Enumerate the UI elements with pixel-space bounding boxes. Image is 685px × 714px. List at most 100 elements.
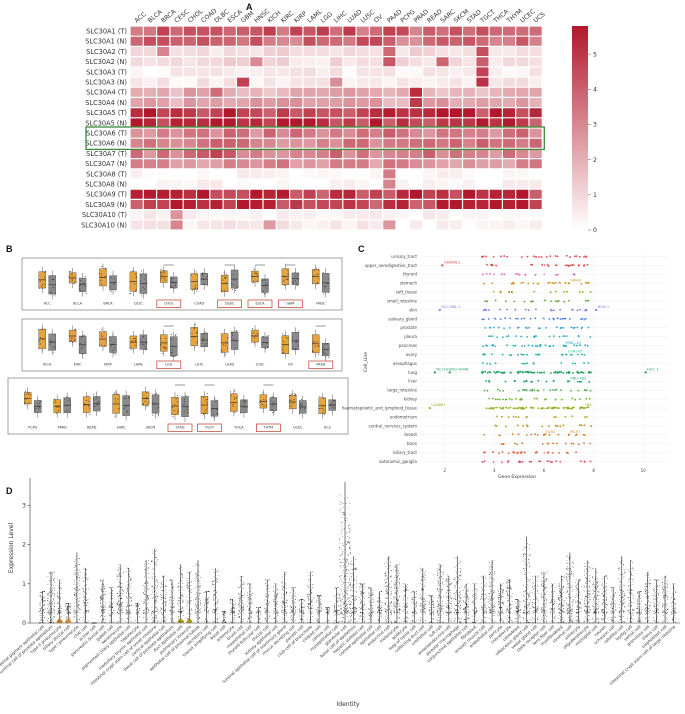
- boxplot-point: [82, 354, 83, 355]
- d-point: [54, 582, 55, 583]
- boxplot-point: [97, 397, 98, 398]
- d-point: [152, 611, 153, 612]
- heatmap-cell: [397, 180, 409, 189]
- d-point: [112, 608, 113, 609]
- d-point: [334, 622, 335, 623]
- heatmap-cell: [131, 47, 143, 56]
- heatmap-cell: [530, 200, 542, 209]
- c-category-label: central_nervous_system: [368, 423, 417, 428]
- d-point: [118, 569, 119, 570]
- d-point: [110, 616, 111, 617]
- d-point: [122, 583, 123, 584]
- d-point: [105, 586, 106, 587]
- c-category-label: prostate: [400, 325, 417, 330]
- d-point: [162, 576, 163, 577]
- d-point: [338, 593, 339, 594]
- d-point: [249, 615, 250, 616]
- d-point: [109, 613, 110, 614]
- c-point: [517, 408, 519, 410]
- boxplot-point: [142, 344, 143, 345]
- d-point: [154, 622, 155, 623]
- d-point: [143, 610, 144, 611]
- boxplot-point: [305, 407, 306, 408]
- d-point: [216, 621, 217, 622]
- boxplot-point: [37, 403, 38, 404]
- d-point: [76, 611, 77, 612]
- heatmap-cell: [304, 139, 316, 148]
- boxplot-point: [267, 336, 268, 337]
- heatmap-cell: [237, 47, 249, 56]
- d-point: [206, 592, 207, 593]
- d-point: [243, 597, 244, 598]
- c-point: [485, 256, 487, 258]
- boxplot-point: [291, 394, 292, 395]
- d-point: [54, 603, 55, 604]
- d-point: [163, 590, 164, 591]
- c-point: [570, 390, 572, 392]
- d-point: [256, 607, 257, 608]
- boxplot-point: [163, 347, 164, 348]
- d-point: [79, 577, 80, 578]
- c-point: [537, 380, 539, 382]
- boxplot-point: [178, 408, 179, 409]
- boxplot-point: [66, 405, 67, 406]
- d-point: [249, 616, 250, 617]
- d-point: [153, 553, 154, 554]
- c-point: [505, 381, 507, 383]
- boxplot-point: [237, 274, 238, 275]
- c-point: [482, 353, 484, 355]
- boxplot-point: [42, 329, 43, 330]
- d-point: [346, 579, 347, 580]
- d-point: [252, 593, 253, 594]
- c-point: [582, 291, 584, 293]
- c-point: [515, 398, 517, 400]
- boxplot-point: [292, 339, 293, 340]
- c-point: [495, 265, 497, 267]
- boxplot-point: [70, 402, 71, 403]
- boxplot-point: [328, 283, 329, 284]
- heatmap-cell: [410, 180, 422, 189]
- d-point: [259, 623, 260, 624]
- c-point: [539, 344, 541, 346]
- d-point: [86, 594, 87, 595]
- d-point: [105, 607, 106, 608]
- d-point: [338, 610, 339, 611]
- heatmap-cell: [450, 220, 462, 229]
- heatmap-cell: [210, 78, 222, 87]
- d-point: [52, 590, 53, 591]
- boxplot-point: [165, 280, 166, 281]
- c-point: [527, 283, 529, 285]
- d-point: [102, 591, 103, 592]
- d-point: [66, 606, 67, 607]
- d-point: [152, 620, 153, 621]
- d-point: [239, 613, 240, 614]
- d-point: [312, 605, 313, 606]
- c-point: [535, 335, 537, 337]
- heatmap-cell: [184, 159, 196, 168]
- d-point: [251, 622, 252, 623]
- boxplot-point: [253, 282, 254, 283]
- c-point: [485, 371, 487, 373]
- d-point: [157, 620, 158, 621]
- d-point: [121, 588, 122, 589]
- d-point: [165, 594, 166, 595]
- d-point: [84, 602, 85, 603]
- c-point: [526, 371, 528, 373]
- heatmap-cell: [224, 108, 236, 117]
- d-point: [139, 617, 140, 618]
- boxplot-point: [203, 279, 204, 280]
- d-point: [287, 600, 288, 601]
- heatmap-cell: [131, 200, 143, 209]
- d-point: [153, 612, 154, 613]
- d-point: [154, 613, 155, 614]
- d-point: [70, 609, 71, 610]
- d-point: [345, 498, 346, 499]
- d-point: [76, 563, 77, 564]
- c-point: [546, 256, 548, 258]
- c-point: [528, 327, 530, 329]
- d-point: [118, 575, 119, 576]
- heatmap-cell: [516, 159, 528, 168]
- d-point: [338, 613, 339, 614]
- d-point: [341, 580, 342, 581]
- d-point: [241, 578, 242, 579]
